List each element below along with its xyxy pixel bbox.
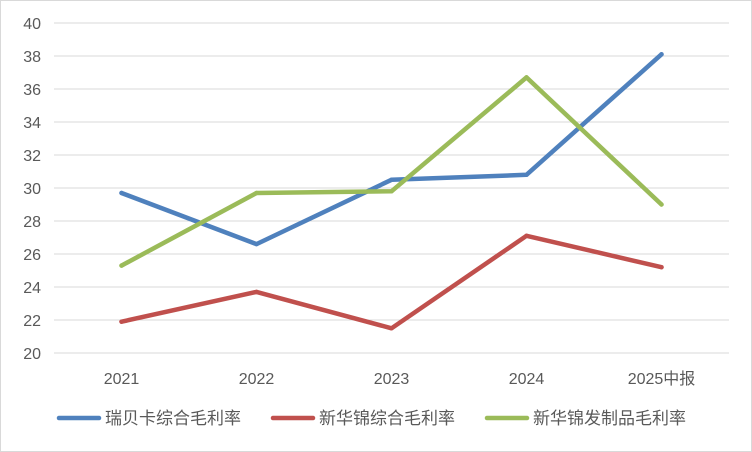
- x-tick-label: 2022: [239, 371, 275, 388]
- series-line-1: [119, 52, 664, 247]
- y-tick-label: 32: [23, 148, 41, 165]
- data-point: [254, 190, 259, 196]
- y-tick-label: 26: [23, 247, 41, 264]
- y-tick-label: 30: [23, 181, 41, 198]
- data-point: [524, 172, 529, 177]
- data-point: [119, 319, 124, 324]
- y-tick-label: 34: [23, 115, 41, 132]
- y-tick-label: 38: [23, 49, 41, 66]
- y-tick-label: 36: [23, 82, 41, 99]
- data-point: [119, 263, 124, 268]
- data-point: [389, 189, 394, 194]
- x-tick-label: 2024: [509, 371, 545, 388]
- y-tick-label: 40: [23, 16, 41, 33]
- legend-label: 瑞贝卡综合毛利率: [105, 409, 241, 429]
- x-axis-ticks: 2021 2022 2023 2024 2025中报: [104, 370, 696, 388]
- y-tick-label: 28: [23, 214, 41, 231]
- data-point: [659, 52, 664, 57]
- data-point: [524, 233, 529, 239]
- legend-label: 新华锦综合毛利率: [319, 409, 455, 429]
- data-point: [254, 289, 259, 295]
- y-axis-ticks: 20 22 24 26 28 30 32 34 36 38 40: [23, 16, 41, 363]
- data-point: [254, 241, 259, 247]
- series-line-3: [119, 75, 664, 268]
- x-tick-label: 2023: [374, 371, 410, 388]
- data-point: [659, 202, 664, 207]
- data-point: [389, 326, 394, 331]
- legend: 瑞贝卡综合毛利率 新华锦综合毛利率 新华锦发制品毛利率: [56, 409, 686, 429]
- series-lines: [119, 52, 664, 331]
- series-line-2: [119, 233, 664, 331]
- data-point: [659, 265, 664, 270]
- legend-label: 新华锦发制品毛利率: [533, 409, 686, 429]
- gridlines: [54, 22, 729, 354]
- y-tick-label: 24: [23, 280, 41, 297]
- y-tick-label: 22: [23, 313, 41, 330]
- x-tick-label: 2025中报: [628, 370, 696, 388]
- x-tick-label: 2021: [104, 371, 140, 388]
- data-point: [119, 190, 124, 196]
- y-tick-label: 20: [23, 346, 41, 363]
- data-point: [389, 177, 394, 182]
- data-point: [524, 75, 529, 80]
